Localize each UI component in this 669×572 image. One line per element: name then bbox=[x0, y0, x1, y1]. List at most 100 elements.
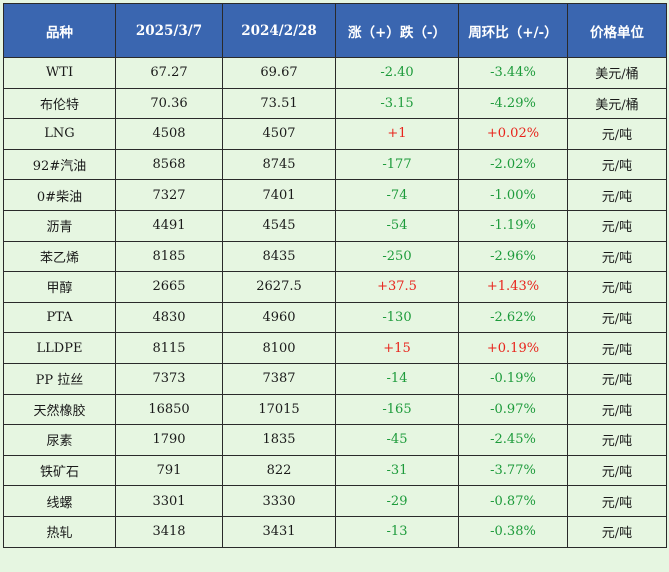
cell-unit: 元/吨 bbox=[567, 209, 667, 242]
cell-change: -14 bbox=[335, 362, 459, 395]
cell-current-price: 70.36 bbox=[115, 87, 223, 120]
cell-current-price: 8185 bbox=[115, 240, 223, 273]
cell-current-price: 3418 bbox=[115, 515, 223, 548]
table-row: 天然橡胶 16850 17015 -165 -0.97% 元/吨 bbox=[3, 393, 667, 426]
cell-previous-price: 7401 bbox=[222, 179, 336, 211]
header-current-date: 2025/3/7 bbox=[115, 3, 223, 58]
cell-previous-price: 69.67 bbox=[222, 57, 336, 89]
cell-change: -74 bbox=[335, 179, 459, 211]
cell-previous-price: 4507 bbox=[222, 118, 336, 150]
cell-previous-price: 2627.5 bbox=[222, 271, 336, 303]
cell-product: 甲醇 bbox=[3, 271, 116, 303]
table-row: LNG 4508 4507 +1 +0.02% 元/吨 bbox=[3, 118, 667, 150]
cell-change: -165 bbox=[335, 393, 459, 426]
price-table-container: 品种 2025/3/7 2024/2/28 涨（+）跌（-） 周环比（+/-） … bbox=[3, 3, 667, 548]
cell-weekly-pct: -2.96% bbox=[458, 240, 568, 273]
table-row: 0#柴油 7327 7401 -74 -1.00% 元/吨 bbox=[3, 179, 667, 211]
table-row: LLDPE 8115 8100 +15 +0.19% 元/吨 bbox=[3, 332, 667, 364]
cell-unit: 美元/桶 bbox=[567, 87, 667, 120]
cell-change: -54 bbox=[335, 209, 459, 242]
cell-weekly-pct: -1.00% bbox=[458, 179, 568, 211]
cell-product: 热轧 bbox=[3, 515, 116, 548]
cell-change: -13 bbox=[335, 515, 459, 548]
cell-product: 天然橡胶 bbox=[3, 393, 116, 426]
cell-product: 线螺 bbox=[3, 485, 116, 517]
cell-unit: 元/吨 bbox=[567, 118, 667, 150]
cell-weekly-pct: +0.19% bbox=[458, 332, 568, 364]
cell-product: WTI bbox=[3, 57, 116, 89]
cell-weekly-pct: -2.62% bbox=[458, 301, 568, 334]
cell-product: LNG bbox=[3, 118, 116, 150]
cell-unit: 元/吨 bbox=[567, 485, 667, 517]
cell-change: -177 bbox=[335, 148, 459, 181]
cell-change: -250 bbox=[335, 240, 459, 273]
header-weekly-pct: 周环比（+/-） bbox=[458, 3, 568, 58]
cell-unit: 元/吨 bbox=[567, 515, 667, 548]
table-body: WTI 67.27 69.67 -2.40 -3.44% 美元/桶 布伦特 70.36 73.5… bbox=[3, 57, 667, 548]
cell-weekly-pct: -2.45% bbox=[458, 424, 568, 456]
cell-previous-price: 4960 bbox=[222, 301, 336, 334]
cell-product: LLDPE bbox=[3, 332, 116, 364]
table-row: 沥青 4491 4545 -54 -1.19% 元/吨 bbox=[3, 209, 667, 242]
cell-change: -45 bbox=[335, 424, 459, 456]
cell-change: -3.15 bbox=[335, 87, 459, 120]
cell-current-price: 791 bbox=[115, 454, 223, 487]
cell-unit: 元/吨 bbox=[567, 393, 667, 426]
cell-current-price: 8115 bbox=[115, 332, 223, 364]
cell-previous-price: 1835 bbox=[222, 424, 336, 456]
table-row: 铁矿石 791 822 -31 -3.77% 元/吨 bbox=[3, 454, 667, 487]
cell-current-price: 2665 bbox=[115, 271, 223, 303]
cell-product: PP 拉丝 bbox=[3, 362, 116, 395]
table-row: 92#汽油 8568 8745 -177 -2.02% 元/吨 bbox=[3, 148, 667, 181]
cell-product: 尿素 bbox=[3, 424, 116, 456]
cell-product: PTA bbox=[3, 301, 116, 334]
cell-weekly-pct: -0.87% bbox=[458, 485, 568, 517]
cell-previous-price: 8745 bbox=[222, 148, 336, 181]
cell-previous-price: 7387 bbox=[222, 362, 336, 395]
cell-weekly-pct: -4.29% bbox=[458, 87, 568, 120]
cell-previous-price: 3431 bbox=[222, 515, 336, 548]
header-product: 品种 bbox=[3, 3, 116, 58]
cell-change: -2.40 bbox=[335, 57, 459, 89]
cell-product: 92#汽油 bbox=[3, 148, 116, 181]
cell-change: -31 bbox=[335, 454, 459, 487]
table-row: 热轧 3418 3431 -13 -0.38% 元/吨 bbox=[3, 515, 667, 548]
cell-previous-price: 3330 bbox=[222, 485, 336, 517]
cell-product: 沥青 bbox=[3, 209, 116, 242]
cell-change: -29 bbox=[335, 485, 459, 517]
cell-current-price: 7327 bbox=[115, 179, 223, 211]
cell-weekly-pct: -0.38% bbox=[458, 515, 568, 548]
cell-previous-price: 73.51 bbox=[222, 87, 336, 120]
cell-weekly-pct: +1.43% bbox=[458, 271, 568, 303]
cell-product: 0#柴油 bbox=[3, 179, 116, 211]
cell-unit: 元/吨 bbox=[567, 148, 667, 181]
cell-weekly-pct: -0.19% bbox=[458, 362, 568, 395]
cell-current-price: 4508 bbox=[115, 118, 223, 150]
table-row: PTA 4830 4960 -130 -2.62% 元/吨 bbox=[3, 301, 667, 334]
cell-current-price: 4491 bbox=[115, 209, 223, 242]
cell-change: +37.5 bbox=[335, 271, 459, 303]
cell-product: 铁矿石 bbox=[3, 454, 116, 487]
header-previous-date: 2024/2/28 bbox=[222, 3, 336, 58]
cell-unit: 元/吨 bbox=[567, 179, 667, 211]
cell-unit: 美元/桶 bbox=[567, 57, 667, 89]
cell-weekly-pct: -2.02% bbox=[458, 148, 568, 181]
cell-current-price: 4830 bbox=[115, 301, 223, 334]
cell-weekly-pct: -1.19% bbox=[458, 209, 568, 242]
cell-weekly-pct: -3.77% bbox=[458, 454, 568, 487]
cell-current-price: 67.27 bbox=[115, 57, 223, 89]
cell-current-price: 1790 bbox=[115, 424, 223, 456]
cell-change: +1 bbox=[335, 118, 459, 150]
header-row: 品种 2025/3/7 2024/2/28 涨（+）跌（-） 周环比（+/-） … bbox=[3, 3, 667, 58]
price-table: 品种 2025/3/7 2024/2/28 涨（+）跌（-） 周环比（+/-） … bbox=[3, 3, 667, 548]
cell-product: 苯乙烯 bbox=[3, 240, 116, 273]
cell-current-price: 16850 bbox=[115, 393, 223, 426]
cell-unit: 元/吨 bbox=[567, 271, 667, 303]
table-row: PP 拉丝 7373 7387 -14 -0.19% 元/吨 bbox=[3, 362, 667, 395]
cell-change: -130 bbox=[335, 301, 459, 334]
cell-previous-price: 8100 bbox=[222, 332, 336, 364]
cell-current-price: 8568 bbox=[115, 148, 223, 181]
header-unit: 价格单位 bbox=[567, 3, 667, 58]
table-row: 苯乙烯 8185 8435 -250 -2.96% 元/吨 bbox=[3, 240, 667, 273]
cell-unit: 元/吨 bbox=[567, 454, 667, 487]
